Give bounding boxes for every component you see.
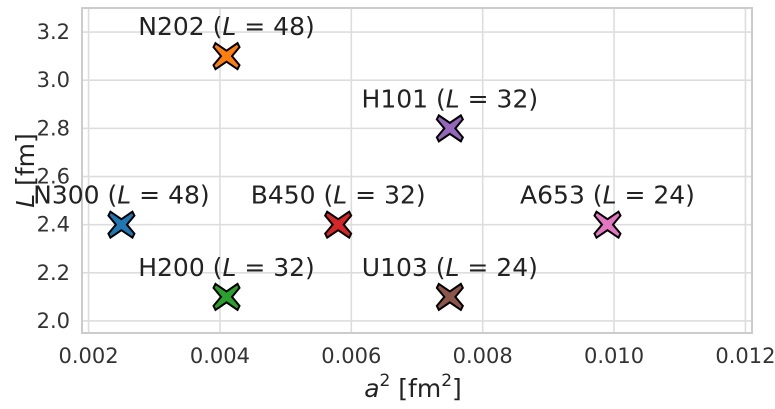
point-labels: N300 (L = 48) N202 (L = 48) H200 (L = 32) B…: [33, 12, 695, 282]
point-label-n202: N202 (L = 48): [138, 12, 314, 41]
data-point-n300: [107, 210, 136, 240]
point-name: H200: [138, 253, 205, 282]
plot-area-frame: [81, 7, 753, 334]
x-tick-label: 0.002: [59, 344, 119, 368]
point-label-a653: A653 (L = 24): [520, 181, 695, 210]
point-lattice-size: 48: [273, 12, 305, 41]
y-tick-label: 2.8: [37, 116, 70, 140]
point-label-h101: H101 (L = 32): [362, 84, 539, 113]
point-name: N202: [138, 12, 204, 41]
y-tick-label: 2.6: [37, 165, 70, 189]
x-axis-label: a2 [fm2]: [364, 371, 462, 403]
x-tick-label: 0.012: [715, 344, 775, 368]
data-point-h200: [212, 282, 241, 312]
point-lattice-size: 48: [168, 181, 200, 210]
y-tick-label: 2.4: [37, 213, 70, 237]
point-name: N300: [33, 181, 99, 210]
x-tick-label: 0.004: [190, 344, 250, 368]
point-label-n300: N300 (L = 48): [33, 181, 209, 210]
y-tick-label: 2.0: [37, 309, 70, 333]
data-point-u103: [435, 282, 465, 312]
point-lattice-size: 24: [653, 181, 685, 210]
data-points: [107, 41, 622, 312]
point-label-b450: B450 (L = 32): [251, 181, 426, 210]
point-label-h200: H200 (L = 32): [138, 253, 315, 282]
tick-labels: 0.002 0.004 0.006 0.008 0.010 0.012 2.0 2.2 2.4 2…: [37, 20, 775, 368]
x-tick-label: 0.006: [321, 344, 381, 368]
point-lattice-size: 32: [384, 181, 416, 210]
point-lattice-size: 32: [497, 84, 529, 113]
data-point-a653: [593, 210, 622, 240]
point-name: A653: [520, 181, 585, 210]
point-lattice-size: 24: [496, 253, 528, 282]
point-name: U103: [362, 253, 428, 282]
data-point-b450: [323, 210, 353, 240]
point-name: B450: [251, 181, 316, 210]
data-point-n202: [212, 41, 241, 71]
x-tick-label: 0.008: [453, 344, 513, 368]
y-tick-label: 2.2: [37, 261, 70, 285]
point-lattice-size: 32: [273, 253, 305, 282]
point-name: H101: [362, 84, 429, 113]
y-tick-label: 3.0: [37, 68, 70, 92]
point-label-u103: U103 (L = 24): [362, 253, 538, 282]
y-tick-label: 3.2: [37, 20, 70, 44]
data-point-h101: [435, 113, 465, 143]
y-axis-label: L [fm]: [11, 133, 40, 208]
x-tick-label: 0.010: [584, 344, 644, 368]
grid: [82, 8, 752, 333]
